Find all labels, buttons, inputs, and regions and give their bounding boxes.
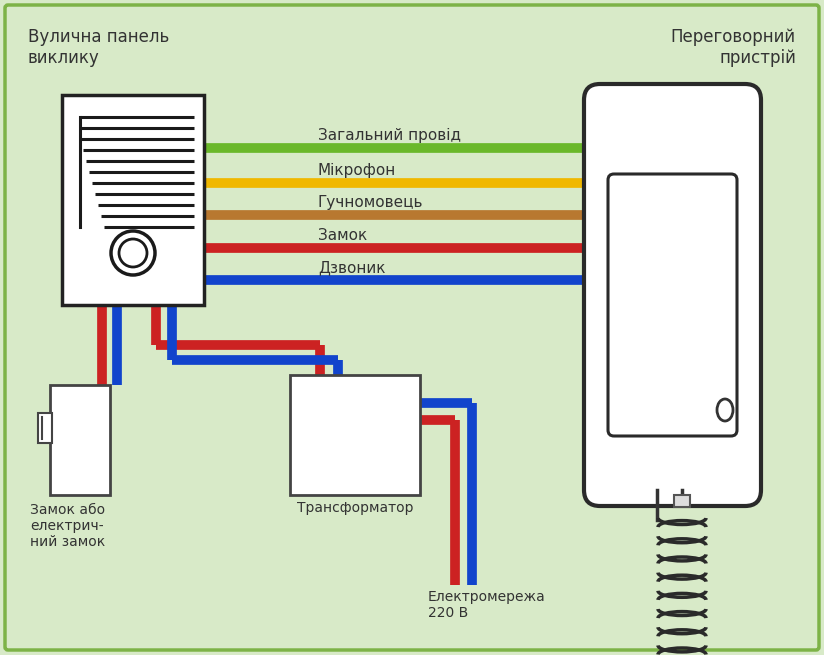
Text: 12 В: 12 В bbox=[317, 421, 393, 449]
FancyBboxPatch shape bbox=[290, 375, 420, 495]
Text: Трансформатор: Трансформатор bbox=[297, 501, 414, 515]
Text: Замок або
електрич-
ний замок: Замок або електрич- ний замок bbox=[30, 503, 105, 550]
Text: Загальний провід: Загальний провід bbox=[318, 128, 461, 143]
Circle shape bbox=[111, 231, 155, 275]
Circle shape bbox=[119, 239, 147, 267]
Ellipse shape bbox=[717, 399, 733, 421]
Bar bbox=[50, 385, 110, 495]
FancyBboxPatch shape bbox=[674, 495, 690, 507]
FancyBboxPatch shape bbox=[608, 174, 737, 436]
Text: Гучномовець: Гучномовець bbox=[318, 195, 424, 210]
Text: Дзвоник: Дзвоник bbox=[318, 260, 386, 275]
FancyBboxPatch shape bbox=[584, 84, 761, 506]
Text: Електромережа
220 В: Електромережа 220 В bbox=[428, 590, 545, 620]
Text: Замок: Замок bbox=[318, 228, 368, 243]
Text: Переговорний
пристрій: Переговорний пристрій bbox=[671, 28, 796, 67]
Text: Вулична панель
виклику: Вулична панель виклику bbox=[28, 28, 169, 67]
Text: Мікрофон: Мікрофон bbox=[318, 163, 396, 178]
FancyBboxPatch shape bbox=[62, 95, 204, 305]
Bar bbox=[38, 413, 52, 443]
FancyBboxPatch shape bbox=[5, 5, 819, 650]
